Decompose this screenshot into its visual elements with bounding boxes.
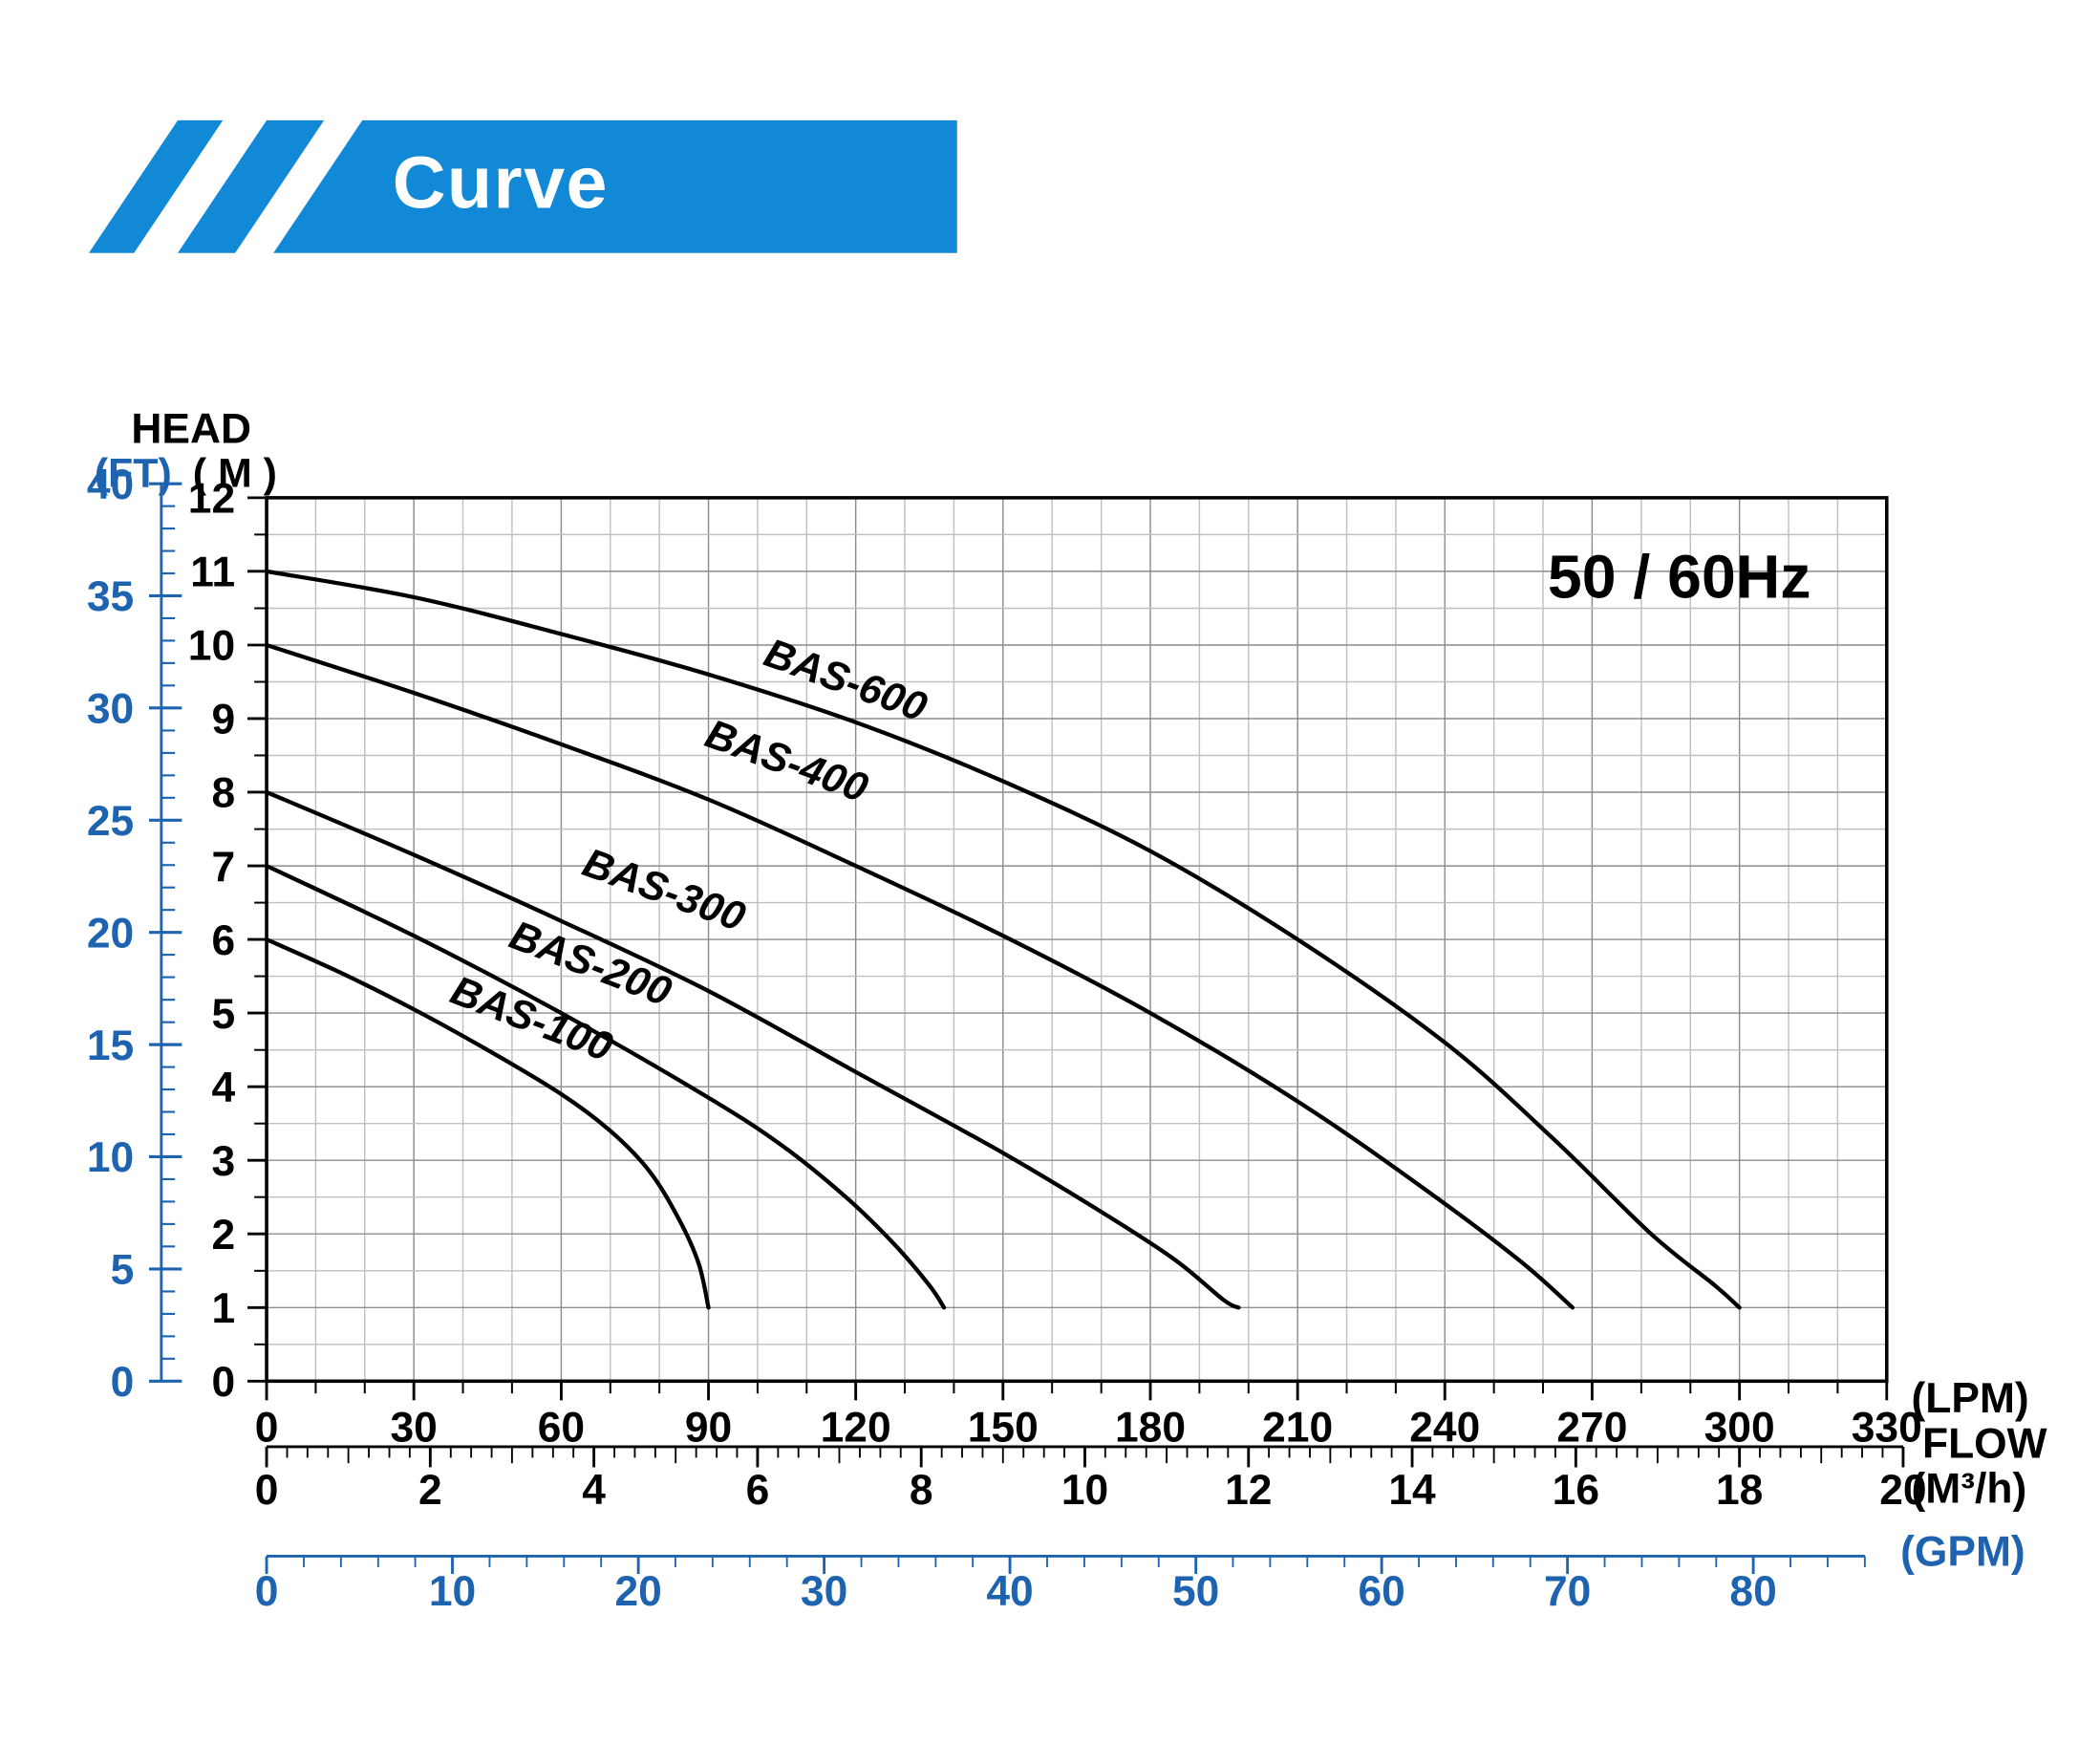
ft-tick-20: 20	[87, 910, 134, 957]
lpm-tick-180: 180	[1115, 1404, 1186, 1451]
lpm-tick-330: 330	[1852, 1404, 1922, 1451]
gpm-axis: 0 10 20 30 40 50 60 70 80	[255, 1555, 1866, 1615]
m3h-tick-12: 12	[1225, 1467, 1272, 1514]
lpm-tick-270: 270	[1556, 1404, 1627, 1451]
gpm-tick-0: 0	[255, 1568, 279, 1615]
m3h-tick-20: 20	[1879, 1467, 1926, 1514]
m-tick-2: 2	[211, 1212, 235, 1259]
lpm-tick-60: 60	[538, 1404, 585, 1451]
lpm-axis: 0 30 60 90 120 150 180 210 240 270 300 330	[255, 1381, 1922, 1451]
gpm-tick-80: 80	[1729, 1568, 1776, 1615]
curve-label-BAS-400: BAS-400	[699, 711, 873, 812]
lpm-tick-150: 150	[968, 1404, 1039, 1451]
lpm-tick-210: 210	[1262, 1404, 1333, 1451]
ft-axis: 0 5 10 15 20 25 30 35 40	[87, 462, 182, 1406]
m-tick-4: 4	[211, 1065, 235, 1111]
curve-BAS-300	[264, 789, 1241, 1310]
lpm-tick-120: 120	[821, 1404, 891, 1451]
lpm-tick-240: 240	[1409, 1404, 1480, 1451]
curve-BAS-100	[264, 937, 711, 1310]
flow-axis-title: FLOW	[1921, 1419, 2047, 1468]
banner-stripe-2	[178, 119, 325, 253]
head-axis-title: HEAD	[131, 404, 252, 453]
m3h-tick-6: 6	[746, 1467, 770, 1514]
m-tick-12: 12	[188, 476, 235, 523]
curve-BAS-200	[264, 863, 947, 1310]
gpm-tick-10: 10	[429, 1568, 476, 1615]
m-tick-5: 5	[211, 991, 235, 1038]
m-tick-11: 11	[190, 549, 235, 596]
ft-tick-10: 10	[87, 1134, 134, 1181]
gpm-tick-70: 70	[1544, 1568, 1591, 1615]
m3h-tick-16: 16	[1553, 1467, 1599, 1514]
m3h-tick-10: 10	[1061, 1467, 1108, 1514]
m-tick-3: 3	[211, 1138, 235, 1185]
frequency-annotation: 50 / 60Hz	[1547, 541, 1811, 612]
m3h-tick-14: 14	[1388, 1467, 1436, 1514]
gpm-tick-50: 50	[1172, 1568, 1219, 1615]
ft-tick-25: 25	[87, 798, 134, 845]
ft-tick-30: 30	[87, 686, 134, 733]
m-tick-0: 0	[211, 1359, 235, 1406]
m3h-tick-8: 8	[910, 1467, 933, 1514]
gpm-tick-30: 30	[801, 1568, 847, 1615]
m-tick-1: 1	[211, 1285, 235, 1332]
m-tick-6: 6	[211, 917, 235, 964]
ft-unit-label: (FT)	[94, 451, 172, 497]
curve-BAS-400	[264, 642, 1575, 1310]
banner-stripe-1	[89, 119, 224, 253]
grid	[265, 496, 1889, 1384]
curve-label-BAS-300: BAS-300	[577, 840, 751, 941]
curve-BAS-600	[264, 569, 1742, 1310]
m3h-tick-4: 4	[582, 1467, 606, 1514]
banner	[89, 119, 957, 253]
lpm-unit-label: (LPM)	[1911, 1374, 2029, 1423]
lpm-tick-300: 300	[1704, 1404, 1775, 1451]
ft-tick-35: 35	[87, 573, 134, 620]
m-tick-7: 7	[211, 844, 235, 891]
lpm-tick-30: 30	[390, 1404, 437, 1451]
m3h-tick-2: 2	[418, 1467, 442, 1514]
gpm-tick-20: 20	[614, 1568, 661, 1615]
banner-title: Curve	[392, 141, 609, 225]
lpm-tick-90: 90	[685, 1404, 732, 1451]
banner-bar	[273, 119, 957, 253]
gpm-tick-60: 60	[1358, 1568, 1404, 1615]
gpm-tick-40: 40	[986, 1568, 1033, 1615]
m-unit-label: ( M )	[192, 451, 277, 497]
lpm-tick-0: 0	[255, 1404, 279, 1451]
m-tick-9: 9	[211, 697, 235, 743]
m3h-tick-0: 0	[255, 1467, 279, 1514]
m-tick-10: 10	[188, 623, 235, 670]
ft-tick-5: 5	[111, 1247, 135, 1294]
gpm-unit-label: (GPM)	[1900, 1527, 2025, 1576]
m3h-axis: 0 2 4 6 8 10 12 14 16 18 20	[255, 1445, 1927, 1514]
m3h-unit-label: (M³/h)	[1911, 1464, 2027, 1513]
ft-tick-40: 40	[87, 462, 134, 508]
m-tick-8: 8	[211, 770, 235, 817]
m3h-tick-18: 18	[1716, 1467, 1763, 1514]
ft-tick-0: 0	[111, 1359, 135, 1406]
ft-tick-15: 15	[87, 1023, 134, 1069]
